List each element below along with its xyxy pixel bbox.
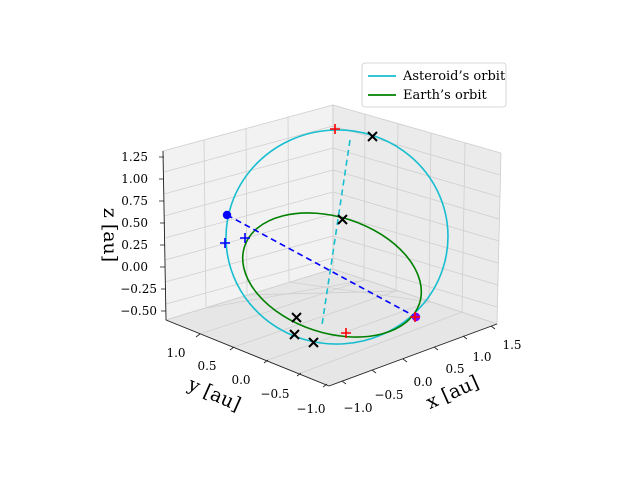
grid-line — [332, 125, 501, 176]
black-x-marker — [367, 131, 378, 142]
x-tick-mark — [490, 325, 496, 330]
grid-line — [332, 235, 499, 286]
z-tick-label: 0.00 — [121, 260, 148, 274]
asteroid-orbit-line — [225, 129, 449, 345]
z-tick-label: −0.25 — [120, 282, 157, 296]
blue-plus-marker — [220, 238, 230, 248]
x-tick-mark — [462, 335, 468, 340]
y-tick-label: 1.0 — [166, 346, 185, 360]
red-plus-markers — [330, 124, 420, 338]
grid-line — [163, 147, 334, 195]
z-tick-label: 0.75 — [121, 194, 148, 208]
blue-plus-markers — [220, 233, 250, 248]
red-plus-marker — [341, 328, 351, 338]
grid-line — [332, 191, 500, 242]
z-tick-label: 0.50 — [121, 216, 148, 230]
grid-line — [233, 290, 397, 348]
grid-line — [267, 301, 430, 361]
grid-line — [163, 169, 334, 217]
grid-line — [203, 139, 207, 309]
y-tick-label: −1.0 — [296, 402, 325, 416]
x-tick-label: 1.5 — [502, 338, 521, 352]
x-tick-label: 1.0 — [472, 350, 491, 364]
y-tick-mark — [229, 346, 235, 351]
grid-line — [164, 191, 334, 239]
y-ticks — [195, 333, 328, 388]
blue-dashed-line — [226, 214, 417, 318]
z-tick-label: 1.00 — [121, 172, 148, 186]
y-tick-label: −0.5 — [260, 387, 289, 401]
y-tick-mark — [195, 333, 201, 338]
x-tick-mark — [341, 380, 347, 385]
blue-plus-marker — [240, 233, 250, 243]
grid-lines — [163, 113, 501, 374]
grid-line — [300, 311, 463, 374]
y-tick-mark — [322, 383, 328, 388]
grid-line — [245, 128, 248, 296]
y-tick-mark — [296, 372, 302, 377]
grid-line — [164, 235, 334, 283]
grid-line — [428, 132, 432, 303]
x-ticks — [341, 325, 496, 385]
grid-line — [332, 147, 501, 198]
grid-line — [332, 257, 498, 308]
red-plus-marker — [330, 124, 340, 134]
black-x-marker — [289, 329, 300, 340]
grid-line — [363, 113, 366, 281]
asteroid-dashed-line — [321, 139, 351, 326]
y-axis-line — [165, 319, 330, 387]
legend: Asteroid’s orbit Earth’s orbit — [361, 62, 507, 108]
x-tick-label: 0.5 — [445, 362, 464, 376]
grid-line — [461, 142, 466, 313]
x-tick-label: 0.0 — [413, 375, 432, 389]
black-x-markers — [289, 131, 378, 348]
x-axis-line — [328, 323, 498, 387]
x-tick-label: −1.0 — [343, 401, 372, 415]
z-tick-label: −0.50 — [120, 304, 157, 318]
x-tick-mark — [402, 358, 408, 363]
y-tick-label: 0.0 — [231, 373, 250, 387]
legend-box — [361, 62, 507, 108]
grid-line — [287, 116, 290, 283]
grid-line — [199, 279, 365, 335]
x-tick-mark — [371, 369, 377, 374]
grid-line — [395, 123, 399, 292]
grid-line — [288, 281, 432, 303]
x-tick-mark — [433, 346, 439, 351]
grid-line — [246, 290, 399, 296]
z-ticks — [159, 156, 166, 312]
legend-label-asteroid: Asteroid’s orbit — [402, 69, 506, 84]
legend-label-earth: Earth’s orbit — [403, 88, 488, 103]
black-x-marker — [337, 214, 348, 225]
y-tick-label: 0.5 — [197, 359, 216, 373]
black-x-marker — [291, 312, 302, 323]
grid-line — [163, 125, 334, 173]
earth-orbit-line — [241, 212, 423, 338]
grid-line — [332, 169, 500, 220]
z-axis-label: z [au] — [99, 208, 121, 262]
x-tick-label: −0.5 — [374, 388, 403, 402]
y-tick-mark — [263, 359, 269, 364]
grid-line — [332, 213, 499, 264]
z-tick-label: 0.25 — [121, 238, 148, 252]
black-x-marker — [308, 337, 319, 348]
z-tick-label: 1.25 — [121, 150, 148, 164]
blue-dot-marker — [222, 210, 232, 220]
red-plus-marker — [410, 312, 420, 322]
